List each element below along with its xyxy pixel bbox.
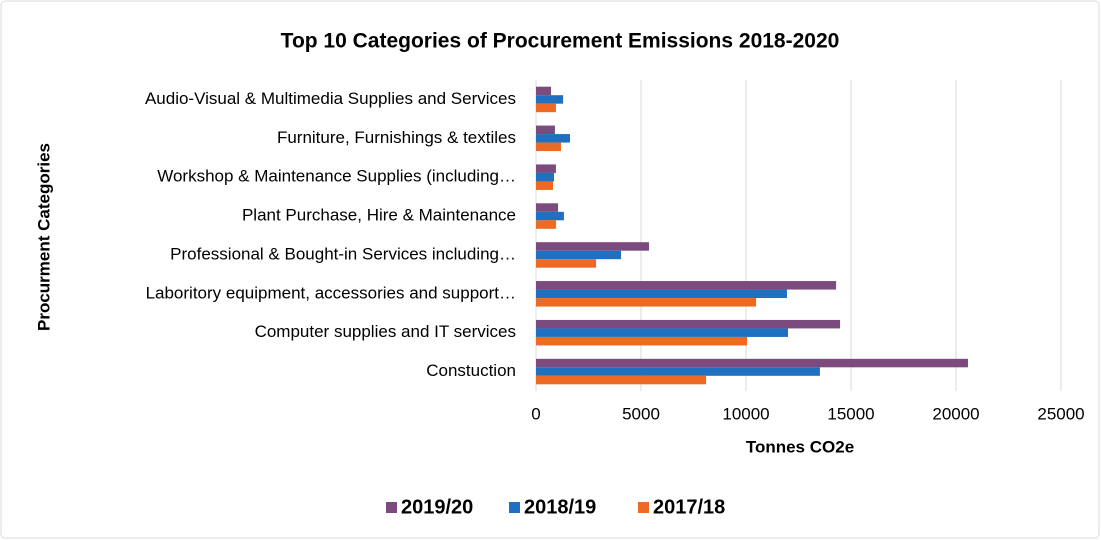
bar xyxy=(536,220,556,229)
bar xyxy=(536,328,788,337)
y-tick-label: Constuction xyxy=(426,361,516,380)
y-axis-title: Procurment Categories xyxy=(34,143,53,331)
x-axis-title: Tonnes CO2e xyxy=(746,437,854,456)
bar xyxy=(536,336,748,346)
legend-label: 2018/19 xyxy=(524,496,596,518)
bar xyxy=(536,375,707,385)
legend-label: 2017/18 xyxy=(653,496,725,518)
bar xyxy=(536,203,559,212)
x-tick-label: 5000 xyxy=(622,404,660,423)
x-tick-label: 10000 xyxy=(722,404,769,423)
y-tick-label: Audio-Visual & Multimedia Supplies and S… xyxy=(145,89,516,108)
bar xyxy=(536,142,561,152)
y-tick-label: Professional & Bought-in Services includ… xyxy=(170,244,516,263)
x-tick-label: 25000 xyxy=(1037,404,1084,423)
y-tick-label: Plant Purchase, Hire & Maintenance xyxy=(242,206,516,225)
y-tick-label: Computer supplies and IT services xyxy=(255,322,516,341)
legend-label: 2019/20 xyxy=(401,496,473,518)
bar xyxy=(536,298,757,307)
y-tick-label: Laboritory equipment, accessories and su… xyxy=(146,283,516,302)
bar xyxy=(536,134,571,143)
chart-title: Top 10 Categories of Procurement Emissio… xyxy=(281,30,840,53)
bar xyxy=(536,172,555,182)
bar xyxy=(536,367,820,376)
bar xyxy=(536,358,968,368)
bar xyxy=(536,86,551,96)
x-tick-label: 20000 xyxy=(932,404,979,423)
bar xyxy=(536,319,841,329)
bar xyxy=(536,242,649,251)
legend-swatch xyxy=(386,502,397,513)
x-tick-label: 15000 xyxy=(827,404,874,423)
legend-swatch xyxy=(638,502,649,513)
bar xyxy=(536,281,837,290)
bar xyxy=(536,125,555,135)
bar xyxy=(536,164,556,173)
bar xyxy=(536,211,564,221)
bar xyxy=(536,95,564,104)
legend-swatch xyxy=(509,502,520,513)
y-tick-label: Furniture, Furnishings & textiles xyxy=(277,128,516,147)
bar xyxy=(536,181,554,190)
x-tick-label: 0 xyxy=(531,404,540,423)
bar xyxy=(536,289,787,299)
bar xyxy=(536,250,622,260)
bar xyxy=(536,103,556,113)
bar xyxy=(536,259,597,268)
y-tick-label: Workshop & Maintenance Supplies (includi… xyxy=(157,167,516,186)
